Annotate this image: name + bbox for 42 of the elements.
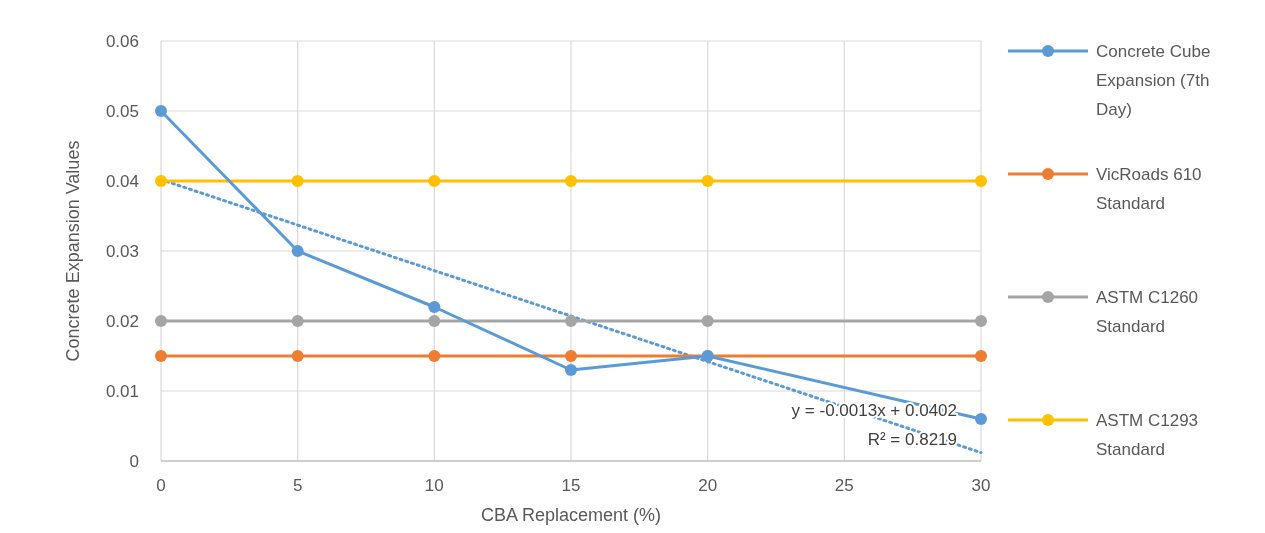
x-tick-label: 10 [424,476,444,495]
point [565,315,577,327]
x-tick-label: 25 [834,476,854,495]
legend-label: Concrete Cube Expansion (7th Day) [1096,41,1211,119]
point [291,245,304,257]
point [975,350,987,362]
point [291,315,304,327]
point [975,315,987,327]
point [428,315,441,327]
legend-label: VicRoads 610 Standard [1096,164,1202,213]
point [565,364,577,376]
point [975,413,987,425]
point [155,175,167,187]
y-tick-label: 0.05 [105,101,139,121]
y-tick-label: 0.03 [105,241,139,261]
y-axis-title: Concrete Expansion Values [63,140,83,362]
point [155,350,167,362]
point [701,315,714,327]
y-tick-label: 0.02 [105,311,139,331]
point [428,350,441,362]
point [428,301,441,313]
y-tick-label: 0 [129,451,139,471]
point [155,105,167,117]
x-axis-title: CBA Replacement (%) [480,505,662,525]
x-tick-label: 0 [156,476,166,495]
x-tick-label: 5 [292,476,303,495]
point [565,350,577,362]
point [701,175,714,187]
x-tick-label: 15 [561,476,581,495]
y-tick-label: 0.06 [105,31,139,51]
y-tick-label: 0.04 [105,171,139,191]
point [975,175,987,187]
legend-label: ASTM C1293 Standard [1096,410,1199,459]
point [428,175,441,187]
point [291,350,304,362]
point [565,175,577,187]
x-tick-label: 30 [971,476,991,495]
legend-label: ASTM C1260 Standard [1096,287,1199,336]
point [291,175,304,187]
point [155,315,167,327]
y-tick-label: 0.01 [105,381,139,401]
x-tick-label: 20 [698,476,718,495]
